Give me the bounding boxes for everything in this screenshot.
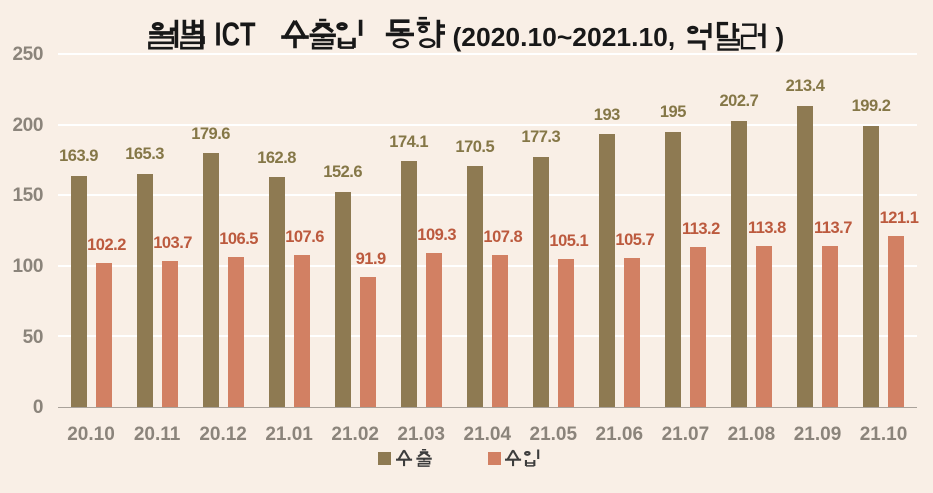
svg-text:(2020.10~2021.10,: (2020.10~2021.10,	[453, 22, 676, 52]
svg-text:): )	[776, 22, 785, 52]
svg-text:ICT: ICT	[215, 16, 256, 53]
